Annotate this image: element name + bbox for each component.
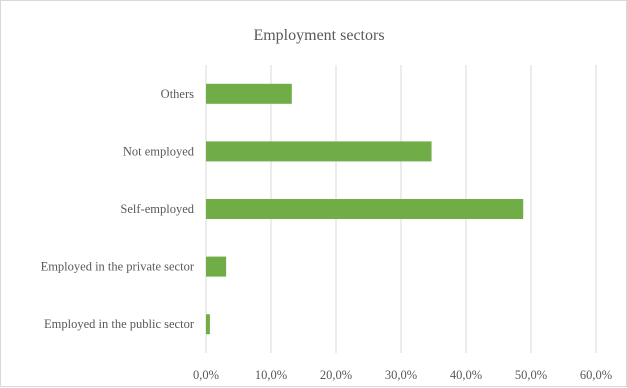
x-tick-label: 40,0% <box>450 368 482 382</box>
x-tick-label: 60,0% <box>580 368 612 382</box>
bar <box>206 141 432 162</box>
bar <box>206 314 210 335</box>
category-label: Employed in the private sector <box>41 260 195 274</box>
x-tick-label: 50,0% <box>515 368 547 382</box>
x-tick-label: 0,0% <box>193 368 219 382</box>
x-tick-labels: 0,0% 10,0% 20,0% 30,0% 40,0% 50,0% 60,0% <box>193 368 612 382</box>
category-label: Employed in the public sector <box>44 317 195 331</box>
category-labels: Others Not employed Self-employed Employed … <box>41 87 195 331</box>
x-tick-label: 10,0% <box>255 368 287 382</box>
bar <box>206 256 227 277</box>
category-label: Not employed <box>123 144 195 158</box>
x-tick-label: 20,0% <box>320 368 352 382</box>
category-label: Others <box>161 87 194 101</box>
bar <box>206 83 292 104</box>
bar <box>206 199 524 219</box>
chart-title: Employment sectors <box>253 27 384 44</box>
x-tick-label: 30,0% <box>385 368 417 382</box>
category-label: Self-employed <box>120 202 194 216</box>
bars <box>206 83 524 335</box>
